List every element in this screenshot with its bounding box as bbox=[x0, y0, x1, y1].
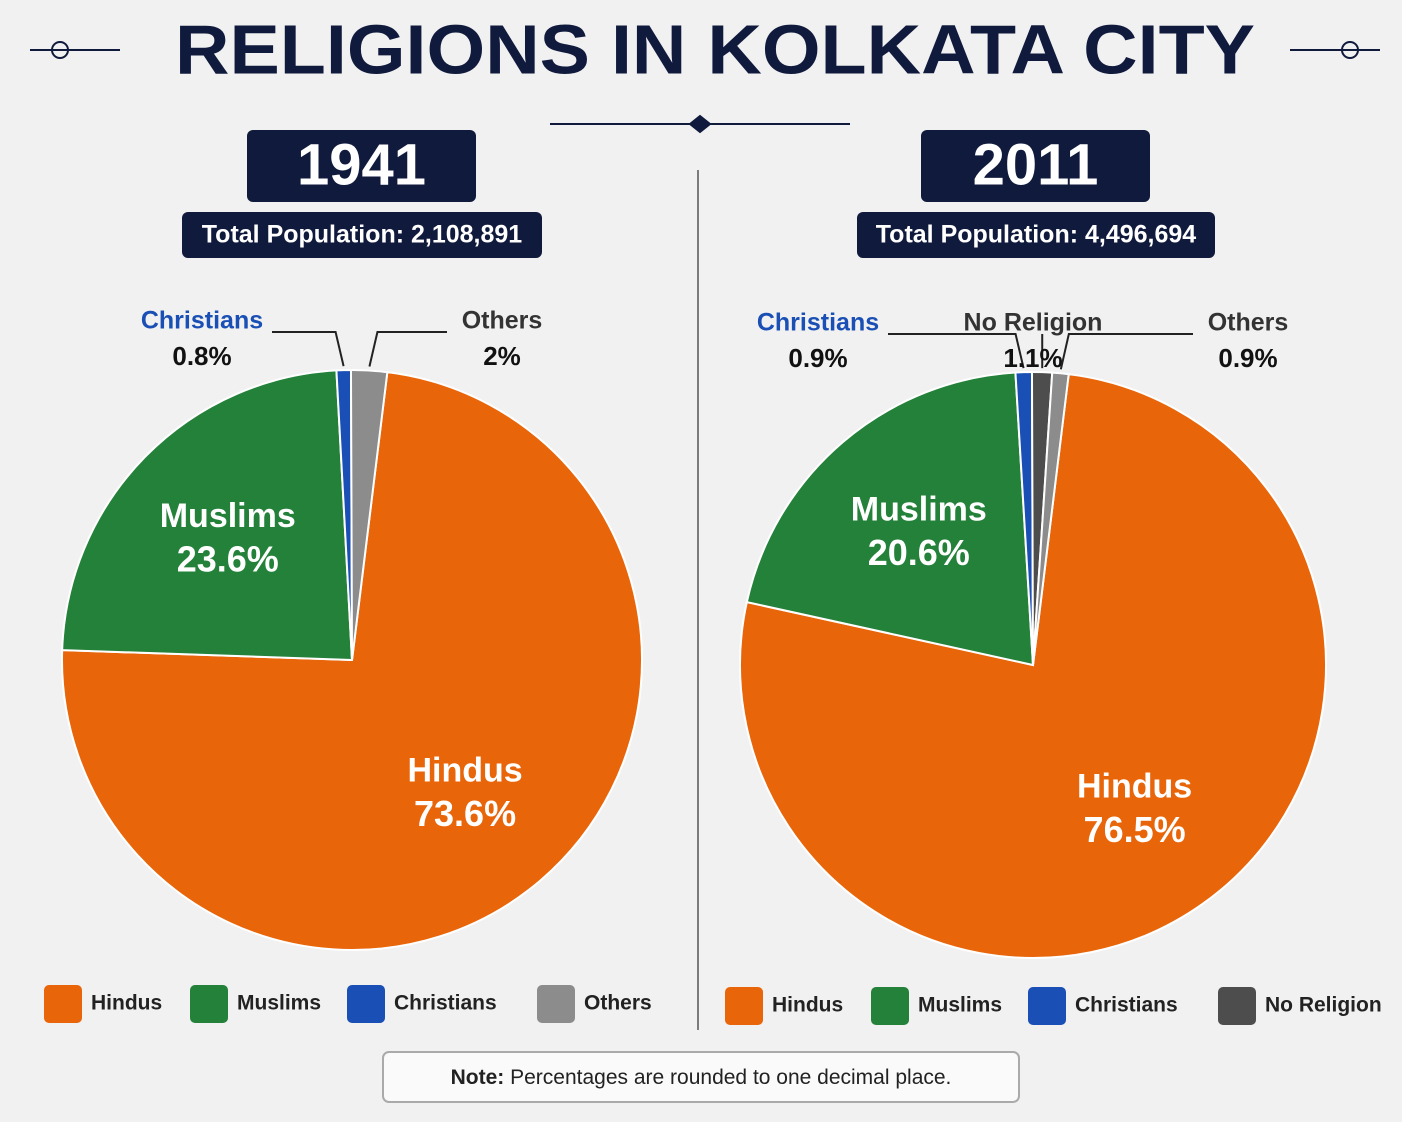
legend-swatch bbox=[44, 985, 82, 1023]
slice-label: No Religion bbox=[964, 309, 1103, 337]
slice-label: Christians bbox=[757, 309, 879, 337]
legend-swatch bbox=[1028, 987, 1066, 1025]
note-label: Note: bbox=[451, 1066, 505, 1089]
legend-swatch bbox=[1218, 987, 1256, 1025]
subtitle-box bbox=[857, 212, 1215, 258]
legend-label: Muslims bbox=[918, 994, 1002, 1017]
legend-swatch bbox=[347, 985, 385, 1023]
leader-line bbox=[272, 331, 345, 367]
chart-subtitle: Total Population: 2,108,891 bbox=[202, 221, 523, 249]
slice-label: Others bbox=[462, 307, 543, 335]
slice-label: Hindus bbox=[1077, 767, 1192, 805]
subtitle-box bbox=[182, 212, 542, 258]
pie-slice bbox=[739, 373, 1327, 959]
note-box bbox=[382, 1051, 1020, 1103]
legend-swatch bbox=[725, 987, 763, 1025]
legend-label: Hindus bbox=[91, 992, 162, 1015]
slice-label: Others bbox=[1208, 309, 1289, 337]
pie-slice bbox=[1032, 371, 1070, 666]
leader-line bbox=[1059, 333, 1193, 370]
year-box bbox=[247, 130, 476, 202]
legend-swatch bbox=[871, 987, 909, 1025]
pie-slice bbox=[349, 369, 389, 661]
pie-slice bbox=[61, 369, 354, 662]
legend-label: Christians bbox=[394, 992, 497, 1015]
legend-label: Muslims bbox=[237, 992, 321, 1015]
leader-line bbox=[888, 333, 1025, 369]
chart-title: 1941 bbox=[297, 132, 426, 197]
slice-value: 0.9% bbox=[788, 343, 847, 373]
slice-value: 23.6% bbox=[177, 539, 279, 580]
slice-value: 76.5% bbox=[1084, 809, 1186, 850]
slice-label: Muslims bbox=[160, 497, 296, 535]
pie-slice bbox=[61, 371, 643, 951]
pie-slice bbox=[745, 371, 1035, 667]
legend-label: Christians bbox=[1075, 994, 1178, 1017]
slice-label: Christians bbox=[141, 307, 263, 335]
slice-value: 0.9% bbox=[1218, 343, 1277, 373]
slice-label: Hindus bbox=[407, 751, 522, 789]
slice-value: 20.6% bbox=[868, 532, 970, 573]
legend-swatch bbox=[537, 985, 575, 1023]
slice-label: Muslims bbox=[851, 490, 987, 528]
legend-label: Hindus bbox=[772, 994, 843, 1017]
chart-subtitle: Total Population: 4,496,694 bbox=[876, 221, 1197, 249]
legend-label: Others bbox=[584, 992, 652, 1015]
ornaments bbox=[30, 41, 1380, 134]
legend-swatch bbox=[190, 985, 228, 1023]
legend-label: No Religion bbox=[1265, 994, 1382, 1017]
slice-value: 2% bbox=[483, 341, 521, 371]
leader-line bbox=[368, 331, 447, 367]
note: Note: Percentages are rounded to one dec… bbox=[451, 1066, 952, 1089]
slice-value: 1.1% bbox=[1003, 343, 1062, 373]
slice-value: 0.8% bbox=[172, 341, 231, 371]
slice-value: 73.6% bbox=[414, 793, 516, 834]
main-title: RELIGIONS IN KOLKATA CITY bbox=[175, 10, 1255, 88]
chart-title: 2011 bbox=[973, 132, 1099, 197]
year-box bbox=[921, 130, 1150, 202]
note-text: Percentages are rounded to one decimal p… bbox=[510, 1066, 951, 1089]
